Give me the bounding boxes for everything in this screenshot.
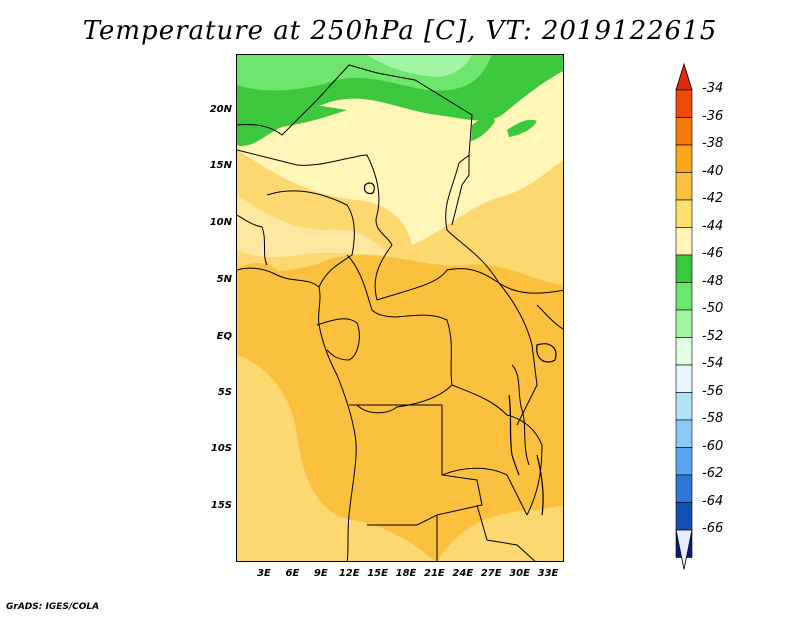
temperature-zone-orange [237, 255, 563, 561]
latitude-label: 10S [210, 443, 232, 454]
temperature-zone-green-patch2 [471, 117, 495, 141]
colorbar-label: -46 [702, 246, 724, 261]
longitude-label: 30E [509, 568, 530, 579]
border-sudan [445, 162, 563, 294]
colorbar-swatch [675, 199, 693, 228]
longitude-label: 18E [395, 568, 417, 579]
colorbar-label: -48 [702, 273, 724, 289]
colorbar-label: -60 [702, 438, 724, 454]
border-east-2 [451, 155, 470, 226]
colorbar-label: -38 [702, 136, 724, 151]
longitude-label: 6E [285, 568, 300, 579]
colorbar-swatch [675, 282, 693, 311]
border-gabon [316, 318, 360, 361]
colorbar-label: -58 [702, 411, 724, 426]
colorbar-swatch [675, 364, 693, 393]
border-east [498, 282, 538, 426]
grads-credit: GrADS: IGES/COLA [6, 602, 100, 612]
latitude-label: 10N [209, 217, 232, 228]
temperature-zone-green-light [367, 55, 472, 77]
colorbar-swatch [675, 419, 693, 448]
map-canvas [237, 55, 563, 561]
longitude-label: 15E [367, 568, 388, 579]
lake-victoria [536, 343, 557, 363]
colorbar-swatch [675, 254, 693, 283]
temperature-map [236, 54, 564, 562]
colorbar-label: -62 [702, 466, 724, 481]
longitude-label: 24E [452, 568, 474, 579]
longitude-label: 9E [313, 568, 328, 579]
longitude-label: 3E [257, 568, 271, 579]
border-cameroon [346, 254, 398, 318]
colorbar-swatch [675, 89, 693, 118]
latitude-label: 5S [217, 387, 232, 398]
colorbar-label: -66 [702, 521, 724, 536]
longitude-label: 12E [338, 568, 360, 579]
colorbar-label: -40 [702, 163, 724, 179]
temperature-zone-light-yellow-2 [237, 195, 387, 258]
temperature-zone-yellow-se [438, 505, 563, 561]
colorbar-label: -64 [702, 493, 724, 509]
colorbar-label: -56 [702, 383, 724, 399]
border-west-small [237, 214, 268, 266]
latitude-label: 15N [209, 160, 232, 171]
colorbar-label: -52 [702, 328, 724, 344]
lakes [363, 182, 557, 516]
lake-chad [363, 182, 375, 195]
colorbar-top-arrow [675, 62, 693, 91]
border-north-1 [237, 64, 473, 164]
country-borders [237, 64, 563, 561]
colorbar-swatch [675, 172, 693, 201]
border-congo [356, 314, 453, 414]
border-lakes [511, 364, 530, 466]
longitude-label: 21E [424, 568, 445, 579]
border-zambia [441, 467, 528, 516]
border-south-2 [476, 504, 536, 561]
temperature-zone-green-dark-sw [237, 95, 347, 146]
colorbar-label: -34 [702, 81, 724, 96]
lake-tanganyika [508, 394, 520, 476]
coastline-west [237, 267, 357, 561]
longitude-label: 27E [480, 568, 502, 579]
colorbar-swatch [675, 227, 693, 256]
border-drc [451, 384, 543, 516]
chart-title: Temperature at 250hPa [C], VT: 201912261… [82, 16, 718, 46]
border-angola [349, 404, 483, 526]
colorbar-swatch [675, 117, 693, 146]
border-chad [366, 154, 393, 301]
colorbar-swatch [675, 447, 693, 476]
longitude-label: 33E [537, 568, 559, 579]
colorbar-swatch [675, 309, 693, 338]
colorbar-label: -36 [702, 108, 724, 124]
border-car [376, 268, 500, 301]
colorbar-label: -54 [702, 356, 724, 371]
border-ethiopia [536, 304, 563, 330]
colorbar-swatch [675, 474, 693, 503]
colorbar-label: -42 [702, 191, 724, 206]
colorbar-label: -50 [702, 301, 724, 316]
border-nigeria [266, 190, 355, 288]
latitude-label: 5N [216, 274, 232, 285]
colorbar-swatch [675, 392, 693, 421]
latitude-label: 15S [210, 500, 232, 511]
latitude-label: 20N [209, 104, 232, 115]
temperature-zone-yellow-south [237, 415, 278, 561]
temperature-zone-orange-west [237, 263, 283, 345]
colorbar-swatch [675, 502, 693, 531]
colorbar-bottom-arrow [675, 529, 693, 570]
lake-malawi [536, 454, 544, 516]
colorbar-label: -44 [702, 218, 724, 234]
colorbar-swatch [675, 144, 693, 173]
temperature-zone-green-patch [507, 119, 537, 137]
colorbar-swatch [675, 337, 693, 366]
border-niger-mali [237, 149, 368, 166]
colorbar-swatch [675, 529, 693, 558]
latitude-label: EQ [216, 331, 232, 342]
